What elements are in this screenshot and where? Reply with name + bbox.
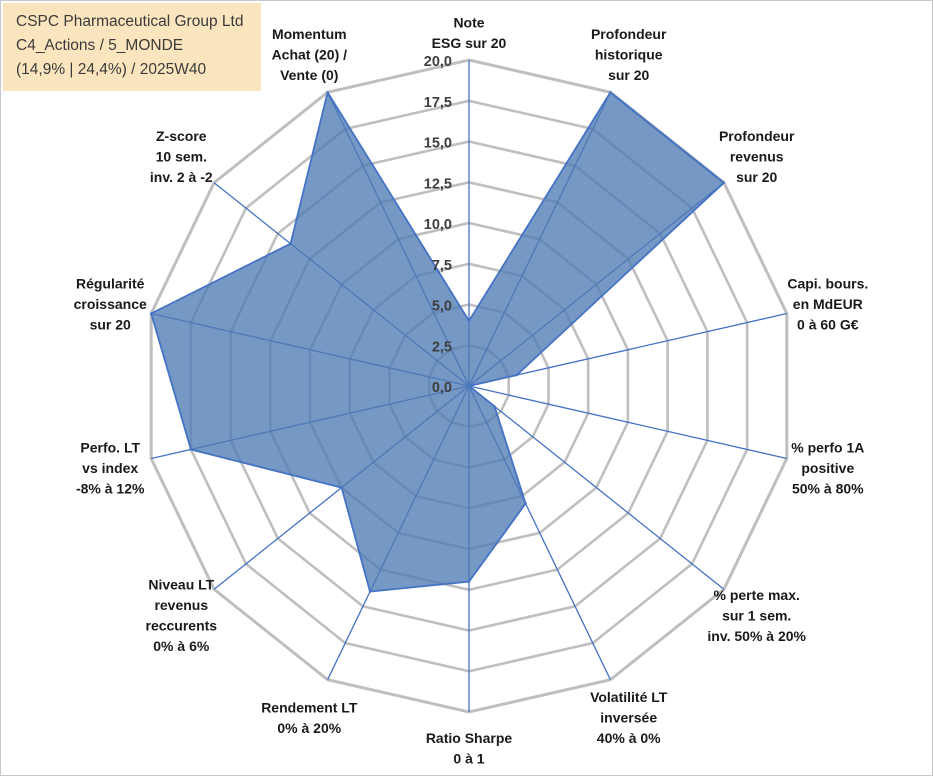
data-point-0 xyxy=(467,319,471,322)
tick-label-0: 0,0 xyxy=(432,380,452,396)
data-point-12 xyxy=(289,242,292,245)
axis-label-12: Z-score 10 sem. inv. 2 à -2 xyxy=(150,128,213,185)
axis-label-9-line-2: reccurents xyxy=(146,618,218,634)
axis-label-3-line-0: Capi. bours. xyxy=(787,276,868,292)
stats-label: (14,9% | 24,4%) / 2025W40 xyxy=(16,61,207,78)
axis-label-7: Ratio Sharpe 0 à 1 xyxy=(426,730,513,767)
axis-label-13-line-0: Momentum xyxy=(272,26,347,42)
data-point-1 xyxy=(609,91,612,94)
axis-label-3-line-1: en MdEUR xyxy=(793,296,863,312)
data-point-5 xyxy=(493,405,496,408)
tick-label-4: 10,0 xyxy=(424,217,452,233)
tick-label-7: 17,5 xyxy=(424,95,452,111)
axis-label-9-line-1: revenus xyxy=(154,597,208,613)
axis-label-5-line-2: inv. 50% à 20% xyxy=(707,628,806,644)
axis-label-11-line-2: sur 20 xyxy=(90,317,131,333)
axis-label-10-line-2: -8% à 12% xyxy=(76,480,145,496)
axis-label-11-line-1: croissance xyxy=(74,296,147,312)
spoke-3 xyxy=(468,312,787,387)
axis-label-2-line-1: revenus xyxy=(730,149,784,165)
axis-label-10-line-0: Perfo. LT xyxy=(80,439,140,455)
axis-label-7-line-0: Ratio Sharpe xyxy=(426,730,513,746)
axis-label-1: Profondeur historique sur 20 xyxy=(591,26,667,83)
tick-label-3: 7,5 xyxy=(432,258,452,274)
series-layer xyxy=(150,91,726,593)
axis-label-2-line-0: Profondeur xyxy=(719,128,795,144)
data-point-2 xyxy=(722,181,726,184)
axis-label-11: Régularité croissance sur 20 xyxy=(74,276,147,333)
axis-label-5-line-1: sur 1 sem. xyxy=(722,607,791,623)
axis-label-4-line-0: % perfo 1A xyxy=(791,439,864,455)
axis-label-6-line-2: 40% à 0% xyxy=(597,730,661,746)
axis-label-10-line-1: vs index xyxy=(82,460,138,476)
data-point-4 xyxy=(467,384,471,388)
axis-label-1-line-2: sur 20 xyxy=(608,67,649,83)
tick-label-6: 15,0 xyxy=(424,136,452,152)
axis-label-8: Rendement LT 0% à 20% xyxy=(261,699,358,736)
axis-label-6-line-1: inversée xyxy=(600,710,657,726)
data-point-13 xyxy=(326,91,329,94)
portfolio-label: C4_Actions / 5_MONDE xyxy=(16,37,184,54)
tick-label-1: 2,5 xyxy=(432,339,452,355)
axis-label-9-line-0: Niveau LT xyxy=(148,577,214,593)
spoke-4 xyxy=(468,385,787,460)
axis-label-9-line-3: 0% à 6% xyxy=(153,638,210,654)
axis-label-8-line-1: 0% à 20% xyxy=(277,720,341,736)
spoke-5 xyxy=(468,385,725,590)
axis-label-12-line-0: Z-score xyxy=(156,128,207,144)
axis-label-2: Profondeur revenus sur 20 xyxy=(719,128,795,185)
axis-label-10: Perfo. LT vs index -8% à 12% xyxy=(76,439,145,496)
axis-label-5-line-0: % perte max. xyxy=(714,587,800,603)
axis-label-0-line-1: ESG sur 20 xyxy=(432,35,507,51)
data-point-11 xyxy=(150,312,153,315)
axis-label-12-line-2: inv. 2 à -2 xyxy=(150,169,213,185)
data-point-3 xyxy=(515,373,518,377)
data-point-10 xyxy=(189,448,193,451)
axis-label-13-line-1: Achat (20) / xyxy=(272,46,348,62)
axis-label-12-line-1: 10 sem. xyxy=(156,149,207,165)
data-point-9 xyxy=(340,486,343,489)
company-name: CSPC Pharmaceutical Group Ltd xyxy=(16,13,244,30)
axis-label-3: Capi. bours. en MdEUR 0 à 60 G€ xyxy=(787,276,868,333)
axis-label-0: Note ESG sur 20 xyxy=(432,15,507,52)
data-point-6 xyxy=(524,502,527,505)
axis-label-1-line-1: historique xyxy=(595,46,663,62)
axis-label-11-line-0: Régularité xyxy=(76,276,145,292)
axis-label-8-line-0: Rendement LT xyxy=(261,699,358,715)
tick-layer: 0,0 2,5 5,0 7,5 10,0 12,5 15,0 17,5 20,0 xyxy=(424,54,452,396)
axis-label-0-line-0: Note xyxy=(453,15,484,31)
axis-label-6: Volatilité LT inversée 40% à 0% xyxy=(590,689,668,746)
axis-label-13-line-2: Vente (0) xyxy=(280,67,338,83)
tick-label-5: 12,5 xyxy=(424,176,452,192)
data-point-8 xyxy=(368,590,372,593)
axis-label-5: % perte max. sur 1 sem. inv. 50% à 20% xyxy=(707,587,806,644)
tick-label-2: 5,0 xyxy=(432,299,452,315)
axis-label-7-line-1: 0 à 1 xyxy=(453,751,484,767)
axis-label-9: Niveau LT revenus reccurents 0% à 6% xyxy=(146,577,218,655)
axis-label-4: % perfo 1A positive 50% à 80% xyxy=(791,439,864,496)
label-layer: Note ESG sur 20 Profondeur historique sur 20… xyxy=(74,15,869,767)
data-point-7 xyxy=(467,580,471,583)
axis-label-4-line-2: 50% à 80% xyxy=(792,480,864,496)
axis-label-6-line-0: Volatilité LT xyxy=(590,689,668,705)
title-box: CSPC Pharmaceutical Group Ltd C4_Actions… xyxy=(3,3,261,91)
axis-label-1-line-0: Profondeur xyxy=(591,26,667,42)
axis-label-4-line-1: positive xyxy=(801,460,854,476)
tick-label-8: 20,0 xyxy=(424,54,452,70)
axis-label-2-line-2: sur 20 xyxy=(736,169,777,185)
axis-label-13: Momentum Achat (20) / Vente (0) xyxy=(272,26,348,83)
axis-label-3-line-2: 0 à 60 G€ xyxy=(797,317,859,333)
